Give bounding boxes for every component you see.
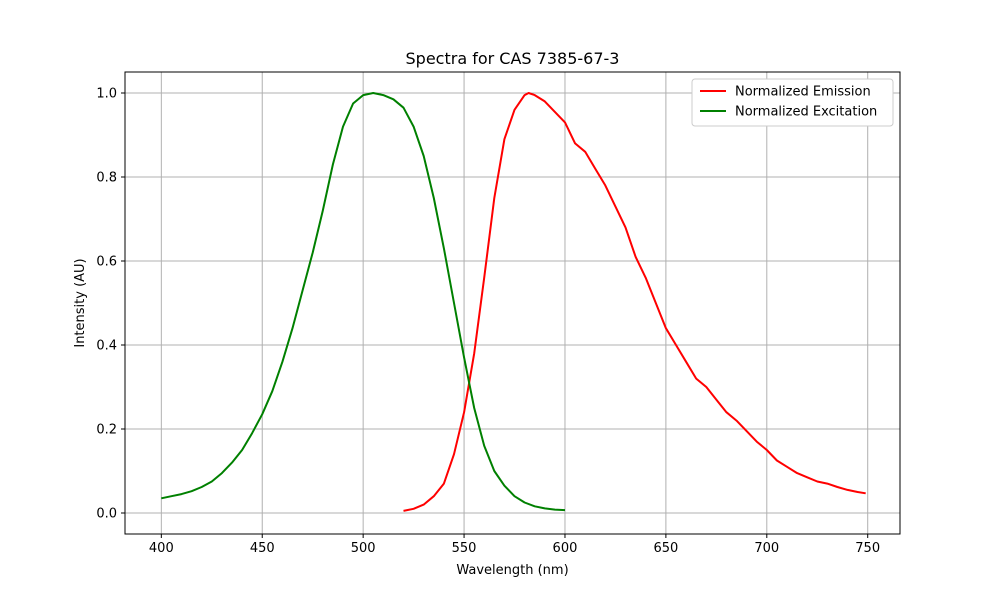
x-tick-label: 700 bbox=[754, 541, 779, 556]
legend: Normalized Emission Normalized Excitation bbox=[691, 78, 894, 127]
y-tick-label: 1.0 bbox=[96, 87, 117, 102]
plot-frame bbox=[124, 71, 901, 535]
x-tick-label: 400 bbox=[149, 541, 174, 556]
series-lines bbox=[161, 92, 866, 512]
x-tick-label: 750 bbox=[855, 541, 880, 556]
x-tick-label: 650 bbox=[653, 541, 678, 556]
normalized-emission-line bbox=[403, 92, 866, 512]
legend-label: Normalized Emission bbox=[735, 85, 871, 100]
x-tick-label: 550 bbox=[452, 541, 477, 556]
y-tick-label: 0.4 bbox=[96, 339, 117, 354]
y-tick-label: 0.6 bbox=[96, 255, 117, 270]
grid-lines bbox=[125, 72, 900, 534]
x-axis-label: Wavelength (nm) bbox=[456, 563, 568, 578]
y-tick-label: 0.2 bbox=[96, 423, 117, 438]
axis-ticks: 400 450 500 550 600 650 700 750 0.0 0.2 0.4 0.6 0.8 1… bbox=[96, 87, 880, 557]
x-tick-label: 450 bbox=[250, 541, 275, 556]
normalized-excitation-line bbox=[161, 92, 566, 512]
y-tick-label: 0.8 bbox=[96, 171, 117, 186]
x-tick-label: 500 bbox=[351, 541, 376, 556]
legend-label: Normalized Excitation bbox=[735, 105, 877, 120]
chart-title: Spectra for CAS 7385-67-3 bbox=[406, 49, 620, 68]
y-axis-label: Intensity (AU) bbox=[73, 258, 88, 347]
x-tick-label: 600 bbox=[553, 541, 578, 556]
legend-box bbox=[691, 78, 894, 127]
plot-area bbox=[125, 72, 900, 534]
y-tick-label: 0.0 bbox=[96, 507, 117, 522]
